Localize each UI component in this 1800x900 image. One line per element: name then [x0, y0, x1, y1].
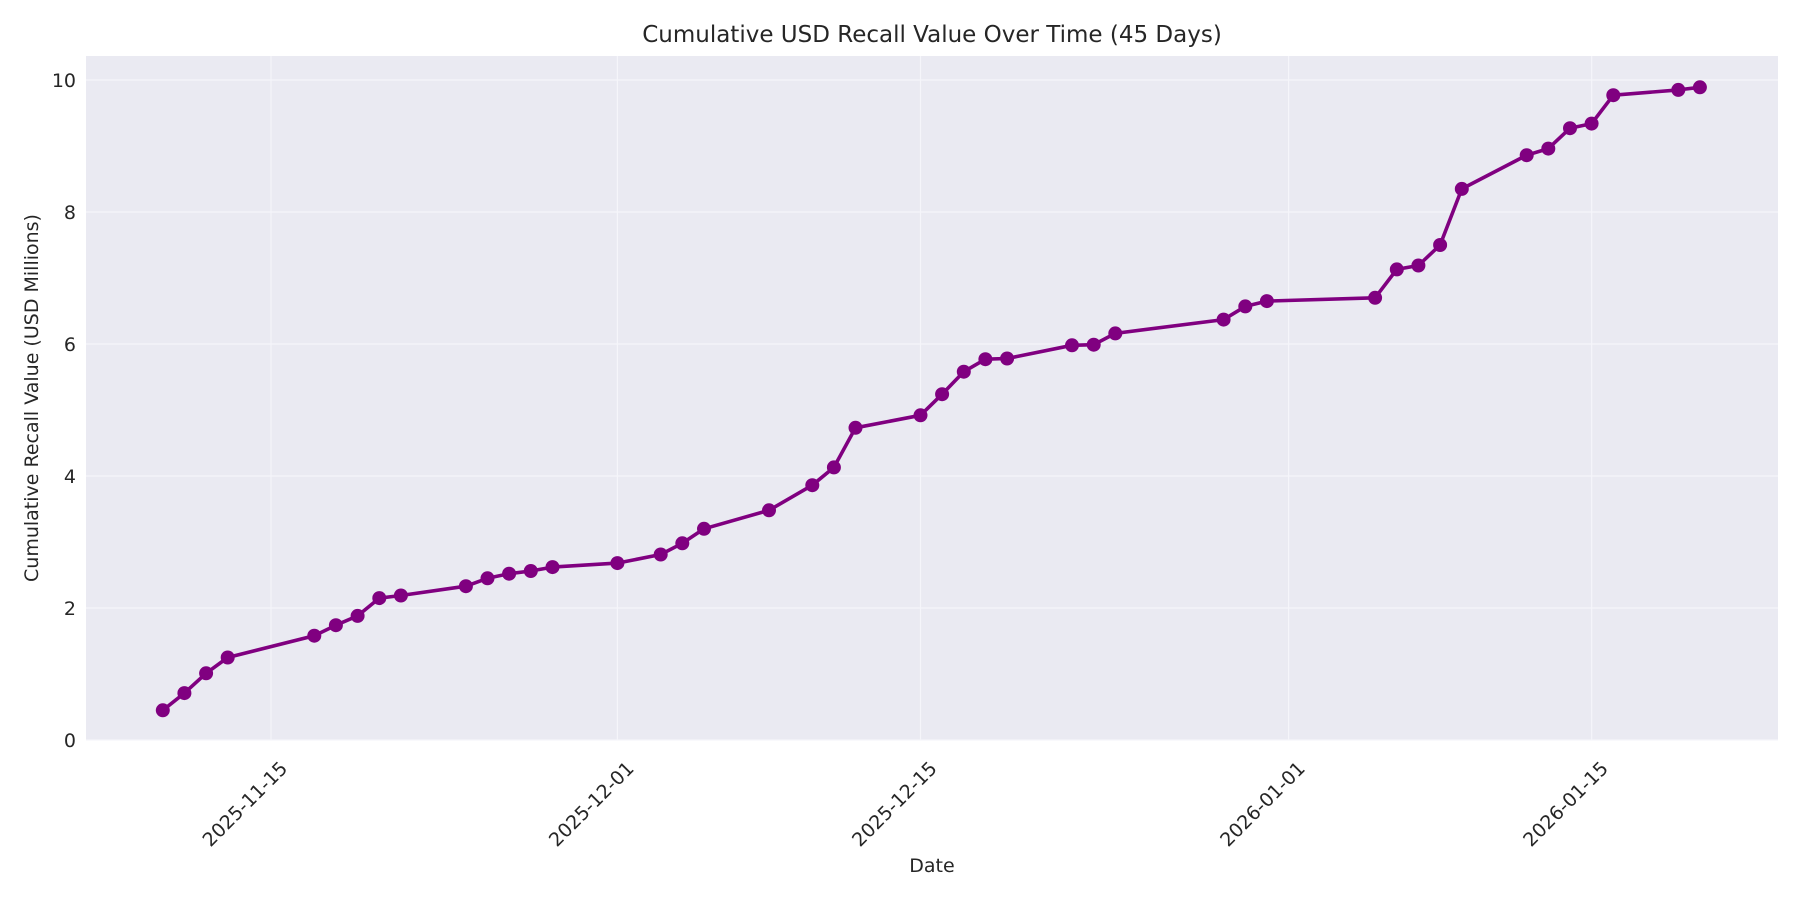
data-point-marker: [1692, 80, 1707, 95]
data-point-marker: [1454, 181, 1469, 196]
data-point-marker: [480, 571, 495, 586]
data-point-marker: [393, 588, 408, 603]
data-point-marker: [350, 608, 365, 623]
data-point-marker: [848, 420, 863, 435]
y-tick-label: 4: [64, 466, 76, 488]
data-point-marker: [653, 547, 668, 562]
y-tick-label: 0: [64, 730, 76, 752]
data-point-marker: [697, 521, 711, 536]
data-markers: [155, 80, 1707, 718]
data-point-marker: [155, 703, 170, 718]
y-axis-label: Cumulative Recall Value (USD Millions): [21, 214, 43, 582]
data-point-marker: [1606, 88, 1621, 103]
y-tick-label: 10: [52, 70, 76, 92]
data-point-marker: [307, 628, 322, 643]
data-point-marker: [1541, 141, 1556, 156]
x-axis-label: Date: [909, 855, 954, 877]
data-point-marker: [762, 503, 776, 518]
data-point-marker: [978, 352, 993, 367]
y-axis-ticks: 0 2 4 6 8 10: [52, 70, 76, 752]
data-point-marker: [610, 556, 625, 571]
data-point-marker: [1000, 351, 1015, 366]
data-point-marker: [199, 666, 214, 681]
data-point-marker: [913, 408, 928, 423]
data-point-marker: [1519, 148, 1534, 163]
data-point-marker: [1368, 290, 1383, 305]
data-point-marker: [372, 591, 387, 606]
data-point-marker: [826, 460, 841, 475]
y-tick-label: 8: [64, 202, 76, 224]
y-tick-label: 2: [64, 598, 76, 620]
x-tick-label: 2025-12-01: [545, 758, 639, 852]
x-tick-label: 2026-01-15: [1519, 758, 1613, 852]
grid-lines: [86, 56, 1778, 741]
y-tick-label: 6: [64, 334, 76, 356]
data-point-marker: [1216, 312, 1231, 327]
data-point-marker: [328, 618, 343, 633]
data-point-marker: [675, 536, 690, 551]
x-tick-label: 2025-11-15: [199, 758, 293, 852]
data-point-marker: [805, 478, 820, 493]
data-point-marker: [1411, 258, 1426, 273]
x-axis-ticks: 2025-11-15 2025-12-01 2025-12-15 2026-01-01…: [199, 758, 1613, 852]
data-point-marker: [458, 579, 473, 594]
data-point-marker: [1259, 294, 1274, 309]
data-point-marker: [935, 387, 950, 402]
x-tick-label: 2025-12-15: [848, 758, 942, 852]
data-point-marker: [1238, 299, 1253, 314]
data-point-marker: [545, 560, 560, 575]
data-point-marker: [1584, 116, 1599, 131]
data-point-marker: [1065, 338, 1079, 353]
chart-title: Cumulative USD Recall Value Over Time (4…: [642, 22, 1222, 48]
data-point-marker: [1563, 121, 1577, 136]
data-point-marker: [1108, 326, 1123, 341]
data-point-marker: [502, 566, 517, 581]
data-point-marker: [177, 686, 192, 701]
data-point-marker: [523, 564, 538, 578]
data-point-marker: [1433, 238, 1448, 252]
data-point-marker: [1671, 82, 1686, 97]
data-point-marker: [956, 364, 971, 379]
data-point-marker: [1389, 262, 1404, 277]
data-point-marker: [220, 650, 235, 665]
data-point-marker: [1086, 337, 1101, 352]
x-tick-label: 2026-01-01: [1216, 758, 1310, 852]
